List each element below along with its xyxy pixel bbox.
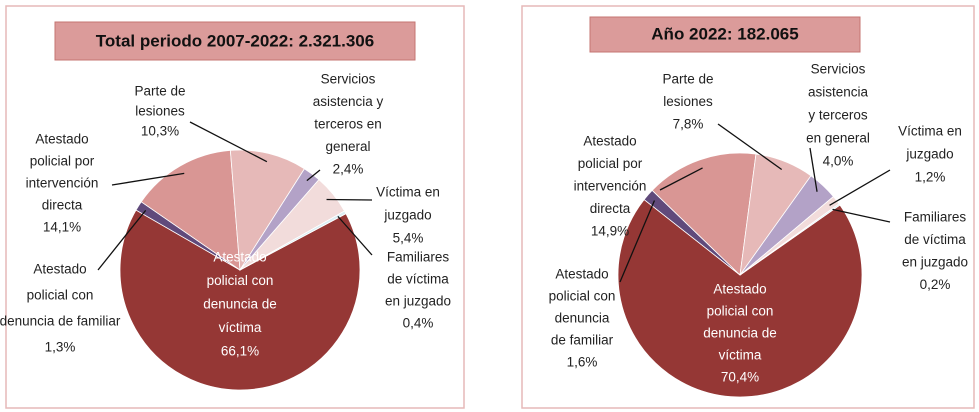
slice-label: Atestado xyxy=(555,267,608,282)
pie-slice xyxy=(239,210,347,271)
slice-label: policial con xyxy=(207,273,274,288)
slice-label: denuncia de xyxy=(203,297,277,312)
slice-label: Atestado xyxy=(35,132,88,147)
slice-value-label: 0,4% xyxy=(403,316,434,331)
leader-line xyxy=(829,169,891,206)
slice-label: denuncia de familiar xyxy=(0,314,121,329)
slice-label: denuncia de xyxy=(703,326,777,341)
slice-label: general xyxy=(325,139,370,154)
slice-label: Parte de xyxy=(134,84,185,99)
slice-label: lesiones xyxy=(663,94,713,109)
slice-label: terceros en xyxy=(314,117,382,132)
pie-slice xyxy=(140,149,241,271)
slice-label: de víctima xyxy=(904,232,966,247)
slice-label: Atestado xyxy=(713,282,766,297)
leader-line xyxy=(717,123,783,171)
slice-label: lesiones xyxy=(135,104,185,119)
pie-slice xyxy=(651,152,757,276)
slice-label: intervención xyxy=(26,176,99,191)
slice-value-label: 10,3% xyxy=(141,124,179,139)
panel-frame xyxy=(521,5,975,409)
slice-label: Atestado xyxy=(213,250,266,265)
slice-label: policial con xyxy=(27,288,94,303)
pie-slice xyxy=(617,199,863,398)
chart-title: Año 2022: 182.065 xyxy=(651,24,798,43)
slice-label: Víctima en xyxy=(898,124,962,139)
slice-label: Parte de xyxy=(662,72,713,87)
title-box xyxy=(589,16,861,53)
slice-label: Familiares xyxy=(904,210,967,225)
slice-value-label: 7,8% xyxy=(673,117,704,132)
pie-slice xyxy=(119,209,361,391)
leader-line xyxy=(337,215,373,256)
leader-line xyxy=(619,200,656,283)
slice-value-label: 1,6% xyxy=(567,355,598,370)
slice-value-label: 0,2% xyxy=(920,277,951,292)
slice-label: y terceros xyxy=(808,108,868,123)
slice-value-label: 14,9% xyxy=(591,224,629,239)
leader-line xyxy=(809,147,818,192)
slice-label: de familiar xyxy=(551,333,614,348)
slice-label: juzgado xyxy=(905,147,953,162)
slice-value-label: 1,3% xyxy=(45,340,76,355)
leader-line xyxy=(659,167,703,191)
slice-label: asistencia y xyxy=(313,94,384,109)
leader-line xyxy=(189,121,268,163)
slice-value-label: 66,1% xyxy=(221,344,259,359)
slice-label: Atestado xyxy=(33,262,86,277)
slice-label: Servicios xyxy=(811,62,866,77)
pie-slice xyxy=(739,203,841,276)
slice-label: policial por xyxy=(30,154,95,169)
slice-label: policial por xyxy=(578,156,643,171)
slice-label: víctima xyxy=(719,348,762,363)
leader-line xyxy=(97,209,147,271)
slice-label: policial con xyxy=(549,289,616,304)
slice-label: directa xyxy=(590,201,631,216)
slice-label: intervención xyxy=(574,179,647,194)
slice-label: Familiares xyxy=(387,250,450,265)
slice-value-label: 14,1% xyxy=(43,220,81,235)
slice-label: en juzgado xyxy=(902,255,968,270)
slice-label: en juzgado xyxy=(385,294,451,309)
slice-value-label: 70,4% xyxy=(721,370,759,385)
slice-label: Víctima en xyxy=(376,185,440,200)
slice-label: directa xyxy=(42,198,83,213)
leader-line xyxy=(832,208,891,223)
slice-value-label: 4,0% xyxy=(823,154,854,169)
slice-label: Atestado xyxy=(583,134,636,149)
slice-value-label: 2,4% xyxy=(333,162,364,177)
slice-value-label: 5,4% xyxy=(393,231,424,246)
slice-value-label: 1,2% xyxy=(915,170,946,185)
slice-label: juzgado xyxy=(383,208,431,223)
leader-line xyxy=(306,169,321,182)
slice-label: de víctima xyxy=(387,272,449,287)
slice-label: asistencia xyxy=(808,85,869,100)
slice-label: en general xyxy=(806,131,870,146)
slice-label: denuncia xyxy=(555,311,610,326)
pie-slice xyxy=(229,149,305,272)
panel-frame xyxy=(5,5,465,409)
title-box xyxy=(54,21,416,61)
leader-line xyxy=(111,172,185,186)
slice-label: víctima xyxy=(219,320,262,335)
chart-title: Total periodo 2007-2022: 2.321.306 xyxy=(96,31,374,50)
slice-label: Servicios xyxy=(321,72,376,87)
slice-label: policial con xyxy=(707,304,774,319)
